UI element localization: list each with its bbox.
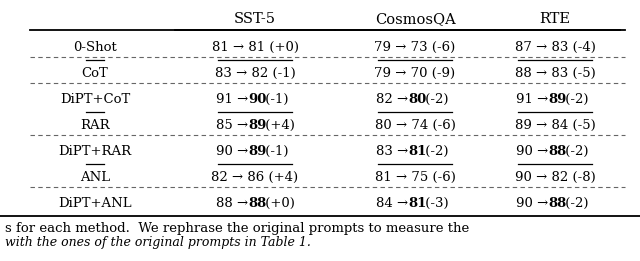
Text: 88 →: 88 → [216,197,253,210]
Text: 85 →: 85 → [216,119,253,132]
Text: 88: 88 [548,145,567,158]
Text: 79 → 70 (-9): 79 → 70 (-9) [374,67,456,80]
Text: 88 → 83 (-5): 88 → 83 (-5) [515,67,595,80]
Text: 79 → 73 (-6): 79 → 73 (-6) [374,41,456,54]
Text: 90: 90 [248,93,267,106]
Text: 89: 89 [548,93,567,106]
Text: (-1): (-1) [262,145,289,158]
Text: 80: 80 [408,93,427,106]
Text: 91 →: 91 → [216,93,253,106]
Text: with the ones of the original prompts in Table 1.: with the ones of the original prompts in… [5,236,311,249]
Text: RTE: RTE [540,12,570,26]
Text: (-2): (-2) [422,145,449,158]
Text: 82 → 86 (+4): 82 → 86 (+4) [211,171,299,184]
Text: 82 →: 82 → [376,93,413,106]
Text: CoT: CoT [82,67,108,80]
Text: DiPT+RAR: DiPT+RAR [58,145,132,158]
Text: RAR: RAR [80,119,110,132]
Text: 81 → 81 (+0): 81 → 81 (+0) [211,41,298,54]
Text: 81: 81 [408,197,427,210]
Text: DiPT+CoT: DiPT+CoT [60,93,130,106]
Text: 88: 88 [248,197,267,210]
Text: DiPT+ANL: DiPT+ANL [58,197,132,210]
Text: (-2): (-2) [422,93,449,106]
Text: (-2): (-2) [561,197,589,210]
Text: 87 → 83 (-4): 87 → 83 (-4) [515,41,595,54]
Text: 80 → 74 (-6): 80 → 74 (-6) [374,119,456,132]
Text: 90 →: 90 → [216,145,253,158]
Text: (+4): (+4) [262,119,295,132]
Text: 83 →: 83 → [376,145,413,158]
Text: 83 → 82 (-1): 83 → 82 (-1) [214,67,296,80]
Text: CosmosQA: CosmosQA [374,12,456,26]
Text: 89: 89 [248,119,267,132]
Text: ANL: ANL [80,171,110,184]
Text: (+0): (+0) [262,197,295,210]
Text: 81 → 75 (-6): 81 → 75 (-6) [374,171,456,184]
Text: 0-Shot: 0-Shot [73,41,117,54]
Text: 89: 89 [248,145,267,158]
Text: (-3): (-3) [422,197,449,210]
Text: 90 →: 90 → [516,197,553,210]
Text: s for each method.  We rephrase the original prompts to measure the: s for each method. We rephrase the origi… [5,222,469,235]
Text: 91 →: 91 → [516,93,553,106]
Text: (-1): (-1) [262,93,289,106]
Text: 89 → 84 (-5): 89 → 84 (-5) [515,119,595,132]
Text: (-2): (-2) [561,145,589,158]
Text: SST-5: SST-5 [234,12,276,26]
Text: 88: 88 [548,197,567,210]
Text: 90 → 82 (-8): 90 → 82 (-8) [515,171,595,184]
Text: 81: 81 [408,145,427,158]
Text: 84 →: 84 → [376,197,413,210]
Text: 90 →: 90 → [516,145,553,158]
Text: (-2): (-2) [561,93,589,106]
